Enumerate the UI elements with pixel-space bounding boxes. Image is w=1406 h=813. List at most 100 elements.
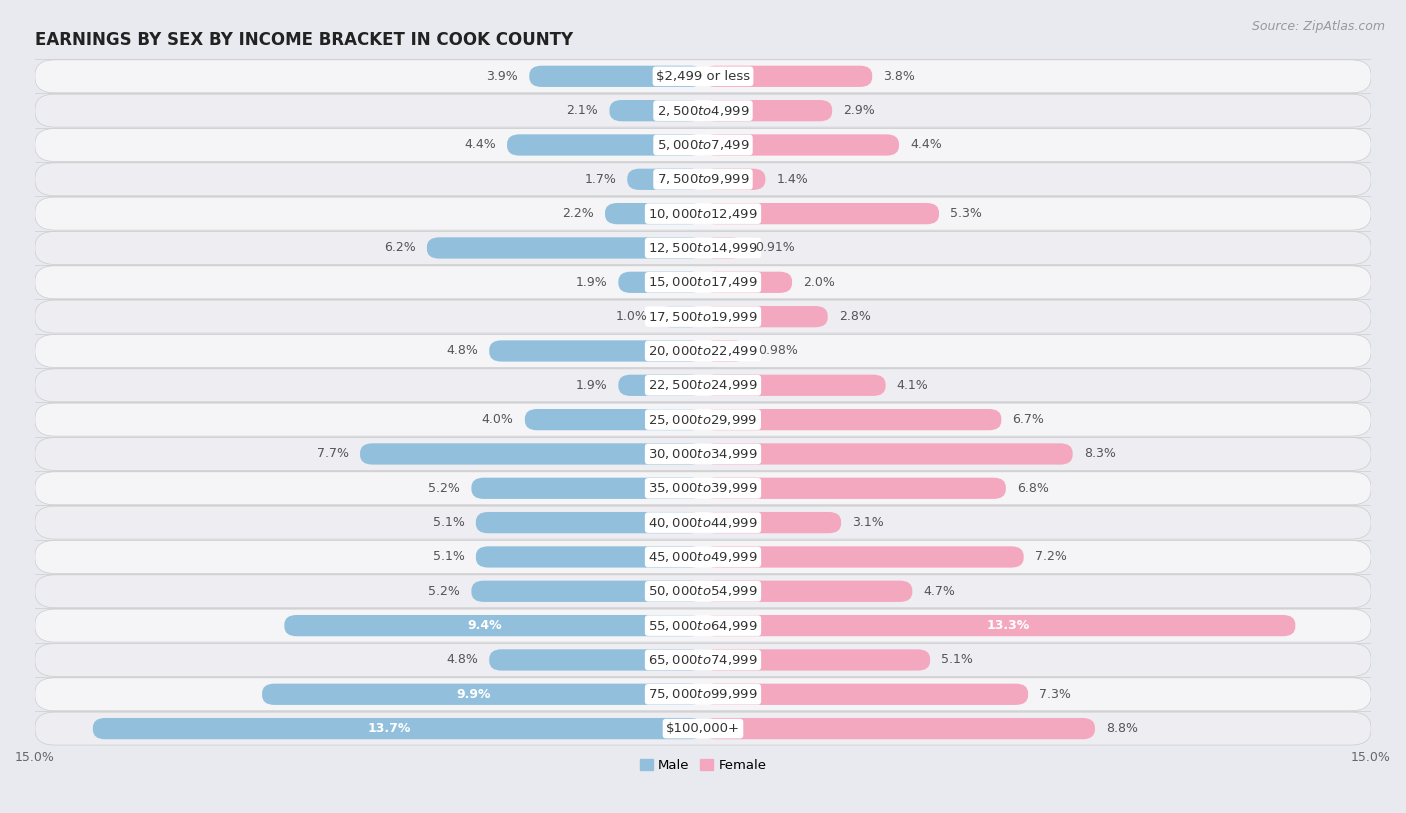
FancyBboxPatch shape bbox=[35, 334, 1371, 367]
FancyBboxPatch shape bbox=[35, 94, 1371, 127]
Text: 7.7%: 7.7% bbox=[316, 447, 349, 460]
FancyBboxPatch shape bbox=[471, 580, 703, 602]
Text: $2,499 or less: $2,499 or less bbox=[657, 70, 749, 83]
FancyBboxPatch shape bbox=[35, 541, 1371, 573]
Text: 4.7%: 4.7% bbox=[924, 585, 955, 598]
FancyBboxPatch shape bbox=[35, 575, 1371, 608]
FancyBboxPatch shape bbox=[703, 615, 1295, 637]
FancyBboxPatch shape bbox=[475, 546, 703, 567]
FancyBboxPatch shape bbox=[427, 237, 703, 259]
Text: $12,500 to $14,999: $12,500 to $14,999 bbox=[648, 241, 758, 255]
FancyBboxPatch shape bbox=[35, 643, 1371, 676]
FancyBboxPatch shape bbox=[35, 712, 1371, 745]
FancyBboxPatch shape bbox=[703, 306, 828, 328]
Text: 5.1%: 5.1% bbox=[433, 550, 465, 563]
Text: $17,500 to $19,999: $17,500 to $19,999 bbox=[648, 310, 758, 324]
FancyBboxPatch shape bbox=[35, 163, 1371, 196]
FancyBboxPatch shape bbox=[703, 100, 832, 121]
Text: 6.2%: 6.2% bbox=[384, 241, 416, 254]
FancyBboxPatch shape bbox=[703, 409, 1001, 430]
FancyBboxPatch shape bbox=[35, 300, 1371, 333]
Text: 2.0%: 2.0% bbox=[803, 276, 835, 289]
Text: 1.9%: 1.9% bbox=[575, 379, 607, 392]
FancyBboxPatch shape bbox=[471, 478, 703, 499]
FancyBboxPatch shape bbox=[508, 134, 703, 155]
FancyBboxPatch shape bbox=[703, 443, 1073, 464]
Text: 5.3%: 5.3% bbox=[950, 207, 981, 220]
FancyBboxPatch shape bbox=[619, 375, 703, 396]
Text: 0.98%: 0.98% bbox=[758, 345, 797, 358]
Text: 3.8%: 3.8% bbox=[883, 70, 915, 83]
Text: $5,000 to $7,499: $5,000 to $7,499 bbox=[657, 138, 749, 152]
Text: $25,000 to $29,999: $25,000 to $29,999 bbox=[648, 413, 758, 427]
FancyBboxPatch shape bbox=[35, 266, 1371, 299]
Text: 7.3%: 7.3% bbox=[1039, 688, 1071, 701]
Text: 4.1%: 4.1% bbox=[897, 379, 928, 392]
Text: $2,500 to $4,999: $2,500 to $4,999 bbox=[657, 103, 749, 118]
Text: $20,000 to $22,499: $20,000 to $22,499 bbox=[648, 344, 758, 358]
FancyBboxPatch shape bbox=[489, 650, 703, 671]
FancyBboxPatch shape bbox=[703, 237, 744, 259]
Text: 1.4%: 1.4% bbox=[776, 173, 808, 186]
Text: $30,000 to $34,999: $30,000 to $34,999 bbox=[648, 447, 758, 461]
FancyBboxPatch shape bbox=[703, 134, 898, 155]
FancyBboxPatch shape bbox=[703, 341, 747, 362]
Text: 6.8%: 6.8% bbox=[1017, 482, 1049, 495]
Text: $35,000 to $39,999: $35,000 to $39,999 bbox=[648, 481, 758, 495]
Text: 5.2%: 5.2% bbox=[429, 585, 460, 598]
FancyBboxPatch shape bbox=[703, 684, 1028, 705]
FancyBboxPatch shape bbox=[703, 375, 886, 396]
Text: $100,000+: $100,000+ bbox=[666, 722, 740, 735]
FancyBboxPatch shape bbox=[703, 718, 1095, 739]
FancyBboxPatch shape bbox=[703, 478, 1005, 499]
FancyBboxPatch shape bbox=[658, 306, 703, 328]
FancyBboxPatch shape bbox=[284, 615, 703, 637]
Text: 9.9%: 9.9% bbox=[457, 688, 491, 701]
FancyBboxPatch shape bbox=[93, 718, 703, 739]
Text: $10,000 to $12,499: $10,000 to $12,499 bbox=[648, 207, 758, 220]
FancyBboxPatch shape bbox=[35, 437, 1371, 471]
Text: Source: ZipAtlas.com: Source: ZipAtlas.com bbox=[1251, 20, 1385, 33]
FancyBboxPatch shape bbox=[262, 684, 703, 705]
Text: 0.91%: 0.91% bbox=[755, 241, 794, 254]
FancyBboxPatch shape bbox=[489, 341, 703, 362]
FancyBboxPatch shape bbox=[475, 512, 703, 533]
Text: $65,000 to $74,999: $65,000 to $74,999 bbox=[648, 653, 758, 667]
FancyBboxPatch shape bbox=[627, 168, 703, 190]
Legend: Male, Female: Male, Female bbox=[634, 754, 772, 777]
FancyBboxPatch shape bbox=[35, 198, 1371, 230]
FancyBboxPatch shape bbox=[703, 512, 841, 533]
Text: 5.2%: 5.2% bbox=[429, 482, 460, 495]
Text: 9.4%: 9.4% bbox=[467, 620, 502, 633]
Text: 6.7%: 6.7% bbox=[1012, 413, 1045, 426]
Text: $15,000 to $17,499: $15,000 to $17,499 bbox=[648, 276, 758, 289]
FancyBboxPatch shape bbox=[35, 678, 1371, 711]
Text: 1.9%: 1.9% bbox=[575, 276, 607, 289]
FancyBboxPatch shape bbox=[35, 472, 1371, 505]
FancyBboxPatch shape bbox=[703, 66, 872, 87]
Text: $55,000 to $64,999: $55,000 to $64,999 bbox=[648, 619, 758, 633]
FancyBboxPatch shape bbox=[609, 100, 703, 121]
Text: 3.9%: 3.9% bbox=[486, 70, 519, 83]
FancyBboxPatch shape bbox=[605, 203, 703, 224]
FancyBboxPatch shape bbox=[35, 506, 1371, 539]
FancyBboxPatch shape bbox=[703, 546, 1024, 567]
Text: 8.3%: 8.3% bbox=[1084, 447, 1116, 460]
Text: $22,500 to $24,999: $22,500 to $24,999 bbox=[648, 378, 758, 393]
FancyBboxPatch shape bbox=[35, 232, 1371, 264]
Text: 4.8%: 4.8% bbox=[446, 345, 478, 358]
Text: 2.8%: 2.8% bbox=[839, 310, 870, 323]
Text: 4.4%: 4.4% bbox=[910, 138, 942, 151]
FancyBboxPatch shape bbox=[703, 168, 765, 190]
Text: 1.7%: 1.7% bbox=[585, 173, 616, 186]
FancyBboxPatch shape bbox=[703, 272, 792, 293]
FancyBboxPatch shape bbox=[35, 403, 1371, 436]
Text: 5.1%: 5.1% bbox=[433, 516, 465, 529]
Text: 8.8%: 8.8% bbox=[1107, 722, 1137, 735]
Text: 5.1%: 5.1% bbox=[941, 654, 973, 667]
Text: 13.3%: 13.3% bbox=[987, 620, 1029, 633]
Text: 2.9%: 2.9% bbox=[844, 104, 875, 117]
FancyBboxPatch shape bbox=[703, 203, 939, 224]
Text: $75,000 to $99,999: $75,000 to $99,999 bbox=[648, 687, 758, 702]
FancyBboxPatch shape bbox=[619, 272, 703, 293]
